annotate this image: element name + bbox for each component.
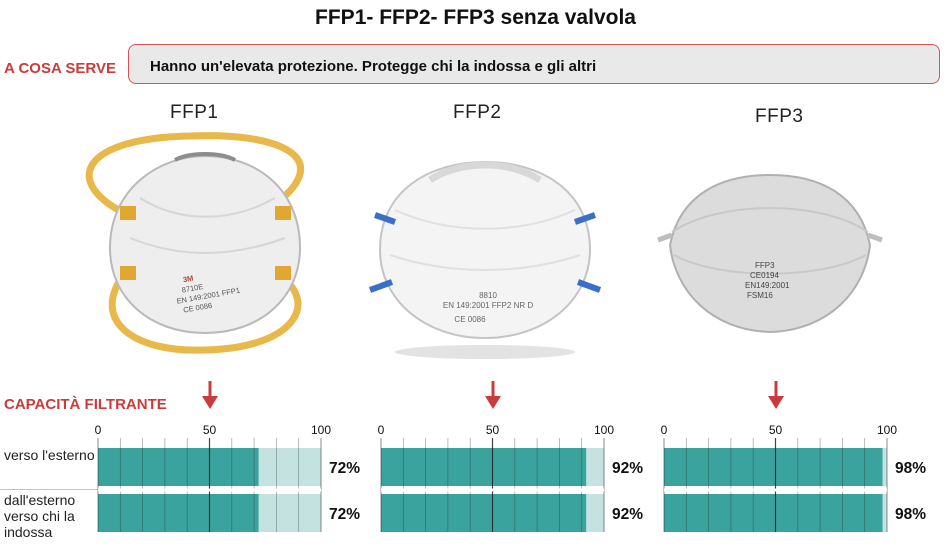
arrow-down-icon <box>485 381 501 409</box>
ffp3-mask-image: FFP3 CE0194 EN149:2001 FSM16 <box>657 173 883 334</box>
mask-name-ffp2: FFP2 <box>453 102 502 123</box>
axis-tick-label: 50 <box>486 423 500 437</box>
filter-panel-ffp2: 0 50 100 92% 92% <box>378 423 643 532</box>
axis-tick-label: 50 <box>203 423 217 437</box>
ffp1-mask-image: 3M 8710E EN 149:2001 FFP1 CE 0086 <box>85 132 305 354</box>
capacity-label: CAPACITÀ FILTRANTE <box>4 396 167 413</box>
arrow-down-icon <box>768 381 784 409</box>
row-label-outward: verso l'esterno <box>4 447 95 463</box>
mask-name-ffp3: FFP3 <box>755 106 804 127</box>
ffp1-strap-upper <box>85 132 305 220</box>
axis-tick-label: 0 <box>95 423 102 437</box>
row-label-inward: dall'esterno verso chi la indossa <box>4 492 76 540</box>
filter-percent-label: 72% <box>329 460 360 477</box>
filter-percent-label: 98% <box>895 506 926 523</box>
purpose-box <box>128 44 940 84</box>
ffp2-print-line: CE 0086 <box>454 315 486 324</box>
filter-percent-label: 72% <box>329 506 360 523</box>
ffp1-strap-lower <box>108 269 302 354</box>
ffp3-print-line: FFP3 <box>755 261 775 270</box>
axis-tick-label: 100 <box>877 423 897 437</box>
row-divider <box>0 489 100 490</box>
ffp1-print-line: 3M <box>182 274 194 285</box>
filter-bar <box>664 448 883 486</box>
filter-bar <box>664 494 883 532</box>
ffp1-print-line: 8710E <box>181 282 204 295</box>
ffp1-mask-body <box>108 154 302 335</box>
ffp2-print-line: 8810 <box>479 291 497 300</box>
ffp3-mask-body <box>668 173 872 334</box>
arrow-down-icon <box>202 381 218 409</box>
ffp3-print-line: CE0194 <box>750 271 779 280</box>
purpose-text: Hanno un'elevata protezione. Protegge ch… <box>150 58 597 75</box>
filter-bar <box>381 448 587 486</box>
axis-tick-label: 100 <box>311 423 331 437</box>
mask-name-ffp1: FFP1 <box>170 102 219 123</box>
ffp2-strap-clips <box>368 212 602 293</box>
filter-percent-label: 92% <box>612 460 643 477</box>
filter-bar <box>98 494 259 532</box>
ffp2-mask-image: 8810 EN 149:2001 FFP2 NR D CE 0086 <box>368 160 602 359</box>
axis-tick-label: 0 <box>661 423 668 437</box>
filter-panel-ffp3: 0 50 100 98% 98% <box>661 423 926 532</box>
page-title: FFP1- FFP2- FFP3 senza valvola <box>315 6 636 29</box>
filter-bar <box>98 448 259 486</box>
purpose-label: A COSA SERVE <box>4 60 116 77</box>
axis-tick-label: 100 <box>594 423 614 437</box>
axis-tick-label: 50 <box>769 423 783 437</box>
ffp3-print-line: FSM16 <box>747 291 773 300</box>
filter-bar <box>381 494 587 532</box>
filter-panel-ffp1: 0 50 100 72% 72% <box>95 423 360 532</box>
ffp2-print-line: EN 149:2001 FFP2 NR D <box>443 301 533 310</box>
filter-percent-label: 98% <box>895 460 926 477</box>
ffp2-mask-body <box>378 160 592 340</box>
axis-tick-label: 0 <box>378 423 385 437</box>
ffp3-print-line: EN149:2001 <box>745 281 790 290</box>
filter-percent-label: 92% <box>612 506 643 523</box>
